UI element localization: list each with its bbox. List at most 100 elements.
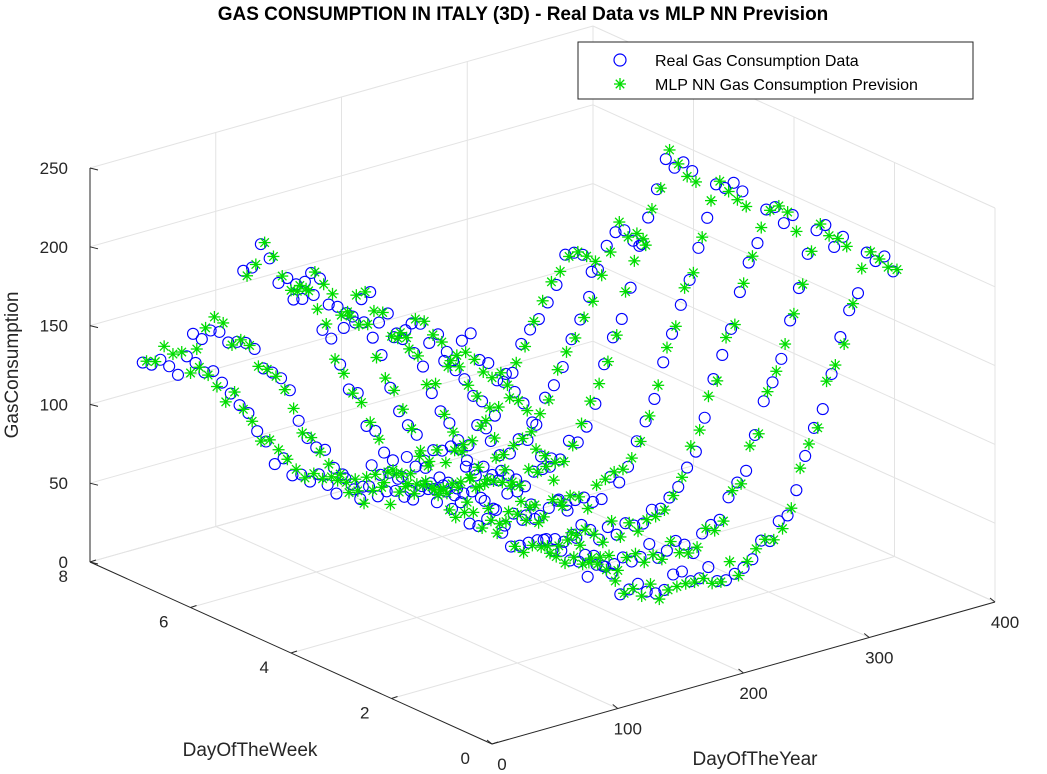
data-point-prevision (569, 331, 582, 344)
data-point-prevision (551, 363, 564, 376)
data-point-prevision (447, 426, 460, 439)
data-point-real (562, 434, 576, 447)
data-point-prevision (571, 245, 584, 258)
data-point-real (464, 327, 477, 340)
asterisk-stroke (476, 421, 486, 431)
asterisk-stroke (262, 364, 272, 374)
asterisk-stroke (706, 195, 716, 206)
asterisk-stroke (345, 311, 355, 321)
asterisk-stroke (559, 456, 569, 467)
data-point-prevision (559, 557, 572, 570)
data-point-real (709, 178, 723, 191)
data-point-prevision (515, 495, 528, 508)
data-point-prevision (317, 278, 330, 291)
data-point-prevision (210, 380, 223, 393)
data-point-prevision (555, 496, 568, 509)
data-point-prevision (647, 548, 660, 561)
asterisk-stroke (806, 246, 817, 257)
asterisk-stroke (238, 404, 249, 415)
asterisk-stroke (615, 79, 625, 89)
asterisk-stroke (310, 267, 320, 277)
asterisk-stroke (677, 472, 687, 483)
asterisk-stroke (668, 490, 678, 501)
data-point-real (585, 265, 598, 278)
data-point-real (419, 461, 432, 474)
series-real (136, 153, 900, 601)
asterisk-stroke (177, 347, 187, 357)
asterisk-stroke (716, 577, 726, 587)
x-tick (738, 668, 744, 674)
data-point-prevision (584, 395, 597, 408)
data-point-prevision (462, 379, 475, 392)
asterisk-stroke (707, 578, 717, 589)
data-point-prevision (630, 227, 643, 240)
data-point-prevision (632, 525, 645, 538)
series-prevision (140, 143, 903, 606)
data-point-prevision (601, 355, 614, 368)
asterisk-stroke (554, 541, 564, 551)
data-point-prevision (600, 563, 613, 576)
data-point-real (482, 357, 495, 370)
asterisk-stroke (738, 278, 749, 289)
legend-label-real: Real Gas Consumption Data (655, 53, 859, 70)
asterisk-stroke (407, 424, 417, 434)
grid-line (290, 510, 795, 654)
data-point-prevision (579, 523, 592, 536)
data-point-prevision (388, 384, 401, 397)
data-point-real (246, 261, 259, 274)
y-tick-label: 8 (59, 567, 68, 586)
asterisk-stroke (579, 312, 589, 323)
asterisk-stroke (681, 579, 691, 589)
data-point-prevision (471, 390, 484, 403)
data-point-prevision (770, 365, 783, 378)
data-point-prevision (543, 547, 556, 560)
data-point-prevision (296, 426, 309, 439)
data-point-prevision (846, 297, 859, 310)
data-point-real (600, 239, 613, 252)
data-point-prevision (662, 583, 675, 596)
z-tick-label: 200 (40, 238, 68, 257)
data-point-prevision (545, 275, 558, 288)
data-point-prevision (679, 577, 692, 590)
z-tick (89, 403, 99, 407)
asterisk-stroke (536, 542, 546, 552)
asterisk-stroke (317, 474, 328, 484)
data-point-prevision (590, 479, 603, 492)
data-point-prevision (589, 255, 602, 268)
asterisk-stroke (715, 176, 725, 186)
data-point-prevision (720, 331, 733, 344)
asterisk-stroke (725, 556, 735, 567)
asterisk-stroke (444, 505, 455, 515)
asterisk-stroke (410, 314, 421, 324)
data-point-prevision (794, 462, 807, 475)
asterisk-stroke (379, 477, 389, 488)
asterisk-stroke (560, 558, 570, 568)
asterisk-stroke (564, 251, 574, 262)
data-point-prevision (654, 182, 667, 195)
data-point-prevision (418, 315, 431, 328)
data-point-prevision (676, 471, 689, 484)
asterisk-stroke (556, 497, 567, 507)
asterisk-stroke (561, 347, 572, 357)
asterisk-stroke (562, 535, 573, 545)
data-point-prevision (403, 342, 416, 355)
asterisk-stroke (318, 279, 329, 289)
asterisk-stroke (354, 320, 364, 330)
data-point-prevision (689, 175, 702, 188)
data-point-prevision (767, 533, 780, 546)
z-axis-label: GasConsumption (2, 292, 23, 439)
data-point-prevision (351, 484, 364, 497)
asterisk-stroke (244, 340, 255, 351)
data-point-prevision (158, 340, 171, 353)
data-point-prevision (660, 341, 673, 354)
data-point-prevision (491, 527, 504, 540)
asterisk-stroke (604, 550, 614, 561)
asterisk-stroke (833, 233, 843, 244)
asterisk-stroke (839, 339, 849, 349)
grid-line (190, 465, 694, 608)
data-point-prevision (486, 371, 499, 384)
data-point-prevision (713, 175, 726, 188)
data-point-real (409, 460, 422, 473)
data-point-prevision (498, 463, 511, 476)
